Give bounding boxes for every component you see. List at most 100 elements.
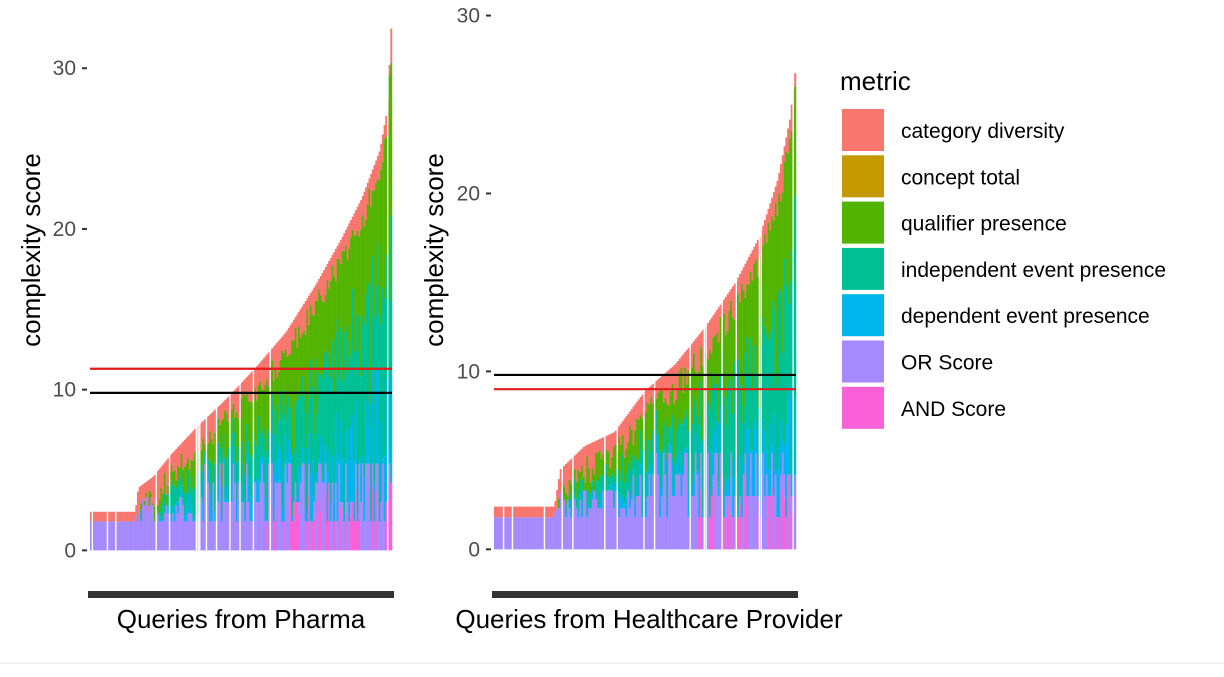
bar-segment [374,485,376,522]
bar-segment [285,349,287,404]
bar-segment [355,235,357,315]
bar-segment [748,496,750,549]
bar-segment [338,460,340,463]
bar-segment [228,422,230,447]
bar-segment [202,521,204,550]
bar-segment [360,463,362,502]
bar-segment [340,328,342,419]
bar-segment [641,515,643,517]
bar-segment [592,442,594,468]
bar-segment [570,507,572,517]
bar-segment [650,397,652,451]
bar-segment [739,274,741,303]
bar-segment [209,415,211,432]
bar-segment [675,363,677,399]
bar-gap [689,346,690,550]
bar-segment [223,452,225,464]
bar-segment [285,404,287,435]
bar-segment [697,375,699,416]
bar-segment [221,486,223,514]
bar-segment [186,509,188,522]
bar-segment [531,517,533,549]
bar-segment [134,512,136,522]
bar-segment [665,373,667,398]
bar-segment [601,438,603,459]
bar-segment [171,464,173,480]
bar-segment [238,481,240,483]
bar-segment [320,437,322,464]
bar-segment [177,481,179,503]
bar-segment [538,517,540,549]
bar-segment [209,431,211,461]
bar-segment [224,410,226,457]
bar-segment [228,501,230,502]
bar-segment [293,502,295,550]
bar-segment [697,475,699,550]
bar-segment [688,431,690,492]
bar-segment [280,391,282,452]
bar-segment [176,480,178,487]
bar-segment [301,464,303,551]
bar-segment [375,183,377,286]
bar-segment [698,425,700,473]
bar-segment [570,459,572,483]
bar-segment [620,481,622,498]
bar-segment [659,487,661,517]
bar-segment [510,517,512,549]
bar-segment [254,483,256,551]
bar-segment [318,279,320,289]
bar-segment [355,210,357,235]
bar-segment [347,260,349,373]
bar-segment [328,452,330,483]
bar-segment [746,260,748,283]
bar-segment [679,475,681,550]
bar-segment [625,416,627,449]
bar-segment [569,508,571,549]
bar-segment [345,464,347,513]
bar-segment [254,441,256,482]
bar-segment [375,286,377,371]
bar-segment [353,521,355,550]
bar-segment [303,464,305,551]
bar-segment [771,445,773,453]
bar-segment [633,456,635,470]
bar-segment [670,426,672,446]
bar-segment [593,442,595,475]
bar-segment [290,498,292,550]
bar-segment [579,500,581,550]
bar-segment [291,515,293,521]
bar-segment [375,492,377,550]
bar-segment [768,340,770,470]
bar-segment [682,393,684,421]
bar-segment [794,86,796,195]
bar-segment [363,192,365,227]
bar-segment [211,521,213,550]
bar-segment [686,411,688,448]
bar-segment [142,484,144,499]
bar-segment [162,465,164,494]
bar-segment [711,318,713,353]
bar-segment [348,341,350,462]
bar-segment [320,276,322,295]
bar-segment [794,73,796,86]
bar-segment [243,501,245,502]
bar-segment [338,464,340,551]
bar-segment [285,333,287,349]
bar-segment [698,474,700,518]
bar-segment [263,390,265,427]
bar-segment [716,453,718,549]
bar-segment [709,350,711,411]
y-tick-label: 30 [53,57,76,80]
bar-segment [663,453,665,549]
bar-segment [794,196,796,399]
bar-segment [697,416,699,471]
bar-segment [679,473,681,474]
bar-segment [144,483,146,501]
bar-segment [263,483,265,551]
bar-segment [506,517,508,549]
bar-segment [791,496,793,512]
legend-swatch [842,387,884,429]
bar-segment [350,502,352,516]
bar-segment [681,453,683,496]
bar-segment [204,452,206,458]
